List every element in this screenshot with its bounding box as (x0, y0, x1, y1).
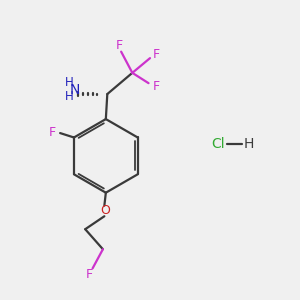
Text: F: F (86, 268, 93, 281)
Text: Cl: Cl (211, 137, 224, 151)
Text: F: F (116, 39, 123, 52)
Text: H: H (65, 91, 74, 103)
Text: F: F (153, 48, 160, 61)
Text: F: F (49, 126, 56, 139)
Text: N: N (69, 82, 80, 97)
Text: O: O (100, 205, 110, 218)
Text: H: H (244, 137, 254, 151)
Text: F: F (152, 80, 160, 93)
Text: H: H (65, 76, 74, 89)
